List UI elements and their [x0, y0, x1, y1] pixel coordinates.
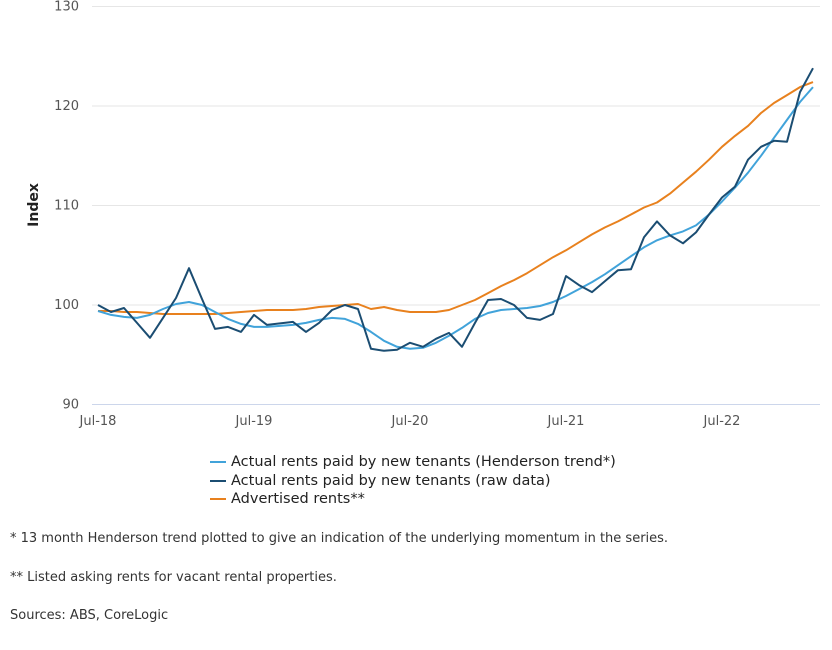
sources-note: Sources: ABS, CoreLogic	[10, 608, 169, 623]
legend-label: Advertised rents**	[231, 491, 365, 507]
y-tick-label: 100	[54, 298, 79, 313]
footnote-henderson: * 13 month Henderson trend plotted to gi…	[10, 531, 669, 546]
y-tick-label: 90	[62, 398, 79, 413]
legend-swatch	[210, 498, 226, 501]
x-tick-label: Jul-20	[391, 414, 429, 429]
legend: Actual rents paid by new tenants (Hender…	[210, 453, 616, 509]
legend-item-henderson-trend[interactable]: Actual rents paid by new tenants (Hender…	[210, 453, 616, 472]
line-chart: Index 90 100 110 120 130 Jul-18 Jul-19 Jul-20 J…	[26, 0, 820, 429]
y-axis-title: Index	[26, 183, 42, 227]
legend-item-raw-data[interactable]: Actual rents paid by new tenants (raw da…	[210, 472, 616, 491]
y-tick-label: 120	[54, 99, 79, 114]
legend-label: Actual rents paid by new tenants (Hender…	[231, 454, 616, 470]
x-tick-label: Jul-19	[235, 414, 273, 429]
legend-label: Actual rents paid by new tenants (raw da…	[231, 472, 551, 489]
y-tick-label: 110	[54, 199, 79, 214]
legend-item-advertised-rents[interactable]: Advertised rents**	[210, 490, 616, 509]
footnote-listed-rents: ** Listed asking rents for vacant rental…	[10, 570, 337, 585]
legend-swatch	[210, 461, 226, 464]
y-tick-label: 130	[54, 0, 79, 15]
x-tick-label: Jul-22	[703, 414, 741, 429]
x-tick-label: Jul-18	[79, 414, 117, 429]
legend-swatch	[210, 479, 226, 482]
series-line-1	[97, 67, 814, 352]
series-line-2	[98, 81, 814, 315]
series-line-0	[97, 86, 814, 350]
x-tick-label: Jul-21	[547, 414, 585, 429]
